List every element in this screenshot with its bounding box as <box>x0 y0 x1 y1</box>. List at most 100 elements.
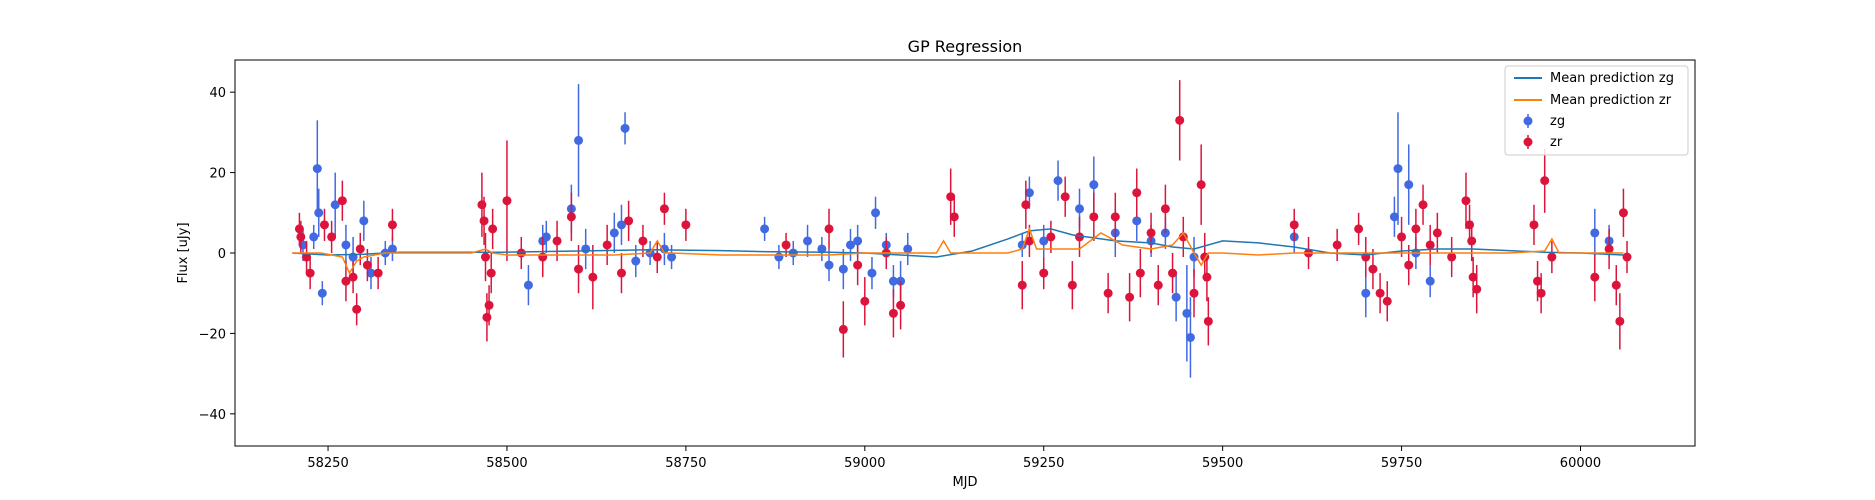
data-point-zg <box>1404 180 1414 190</box>
data-point-zr <box>1168 268 1178 278</box>
data-point-zr <box>1203 316 1213 326</box>
data-point-zr <box>1397 232 1407 242</box>
data-point-zr <box>480 252 490 262</box>
x-tick-label: 59250 <box>1023 456 1064 471</box>
data-point-zr <box>1196 180 1206 190</box>
data-point-zg <box>574 135 584 145</box>
data-point-zg <box>760 224 770 234</box>
data-point-zg <box>609 228 619 238</box>
data-point-zg <box>1189 252 1199 262</box>
data-point-zr <box>1411 224 1421 234</box>
data-point-zr <box>552 236 562 246</box>
data-point-zg <box>788 248 798 258</box>
data-point-zr <box>479 216 489 226</box>
data-point-zr <box>1547 252 1557 262</box>
data-point-zr <box>488 224 498 234</box>
data-point-zr <box>1160 204 1170 214</box>
data-point-zr <box>1536 288 1546 298</box>
data-point-zg <box>1132 216 1142 226</box>
data-point-zg <box>616 220 626 230</box>
data-point-zg <box>867 268 877 278</box>
data-point-zr <box>387 220 397 230</box>
legend-label-zg: zg <box>1550 114 1565 129</box>
data-point-zg <box>853 236 863 246</box>
legend-swatch-zr <box>1523 135 1533 149</box>
data-point-zg <box>1425 276 1435 286</box>
data-point-zr <box>348 272 358 282</box>
data-point-zg <box>845 240 855 250</box>
data-point-zg <box>803 236 813 246</box>
data-point-zr <box>1604 244 1614 254</box>
data-point-zg <box>523 280 533 290</box>
data-point-zr <box>1060 192 1070 202</box>
data-point-zr <box>355 244 365 254</box>
series-zr <box>294 80 1632 358</box>
data-point-zr <box>1075 232 1085 242</box>
data-point-zr <box>1432 228 1442 238</box>
data-point-zr <box>1146 228 1156 238</box>
data-point-zg <box>903 244 913 254</box>
x-tick-label: 58500 <box>486 456 527 471</box>
data-point-zg <box>620 123 630 133</box>
data-point-zg <box>824 260 834 270</box>
data-point-zr <box>373 268 383 278</box>
x-tick-label: 58250 <box>307 456 348 471</box>
x-axis-label: MJD <box>952 475 977 490</box>
data-point-zg <box>1024 188 1034 198</box>
data-point-zr <box>1289 220 1299 230</box>
data-point-zr <box>1368 264 1378 274</box>
data-point-zr <box>1132 188 1142 198</box>
data-point-zr <box>1175 115 1185 125</box>
data-point-zr <box>824 224 834 234</box>
data-point-zr <box>1017 280 1027 290</box>
data-point-zg <box>659 244 669 254</box>
data-point-zr <box>362 260 372 270</box>
data-point-zg <box>359 216 369 226</box>
data-point-zg <box>581 244 591 254</box>
data-point-zr <box>482 312 492 322</box>
data-point-zr <box>352 304 362 314</box>
data-point-zr <box>616 268 626 278</box>
data-point-zg <box>1182 308 1192 318</box>
x-tick-label: 58750 <box>665 456 706 471</box>
data-point-zr <box>1021 200 1031 210</box>
data-point-zr <box>1202 272 1212 282</box>
data-point-zr <box>1024 236 1034 246</box>
data-point-zr <box>1039 268 1049 278</box>
data-point-zg <box>1590 228 1600 238</box>
data-point-zr <box>896 300 906 310</box>
data-point-zr <box>1540 176 1550 186</box>
data-point-zr <box>302 252 312 262</box>
data-point-zg <box>1393 164 1403 174</box>
legend: Mean prediction zg Mean prediction zr zg… <box>1504 65 1689 156</box>
y-tick-label: −40 <box>199 408 226 423</box>
data-point-zr <box>1533 276 1543 286</box>
data-point-zr <box>1404 260 1414 270</box>
data-point-zr <box>294 224 304 234</box>
data-point-zg <box>1185 332 1195 342</box>
data-point-zr <box>341 276 351 286</box>
data-point-zr <box>781 240 791 250</box>
data-point-zr <box>1125 292 1135 302</box>
data-point-zr <box>296 232 306 242</box>
data-point-zr <box>327 232 337 242</box>
data-point-zr <box>1153 280 1163 290</box>
data-point-zr <box>1135 268 1145 278</box>
data-point-zg <box>317 288 327 298</box>
x-tick-label: 59750 <box>1381 456 1422 471</box>
data-point-zg <box>309 232 319 242</box>
y-tick-label: 20 <box>209 167 226 182</box>
data-point-zg <box>838 264 848 274</box>
data-point-zr <box>566 212 576 222</box>
data-point-zr <box>588 272 598 282</box>
data-point-zr <box>652 252 662 262</box>
data-point-zg <box>1171 292 1181 302</box>
data-point-zg <box>1075 204 1085 214</box>
chart-title: GP Regression <box>908 37 1023 56</box>
legend-box <box>1504 65 1689 156</box>
data-point-zr <box>516 248 526 258</box>
data-point-zg <box>387 244 397 254</box>
data-point-zr <box>477 200 487 210</box>
data-point-zg <box>1039 236 1049 246</box>
data-point-zr <box>1089 212 1099 222</box>
